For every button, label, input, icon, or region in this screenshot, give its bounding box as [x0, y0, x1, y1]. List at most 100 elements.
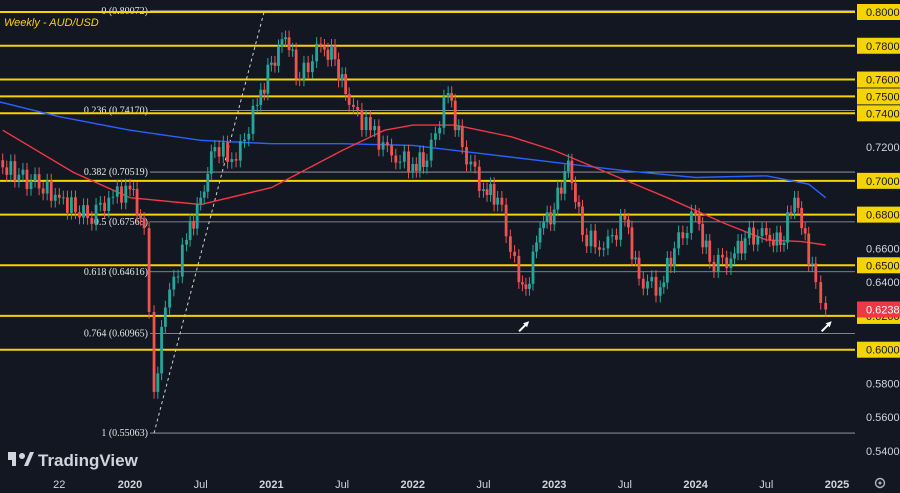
candle-body: [725, 257, 729, 269]
candle-body: [563, 171, 567, 194]
candle-body: [800, 207, 804, 229]
candle-body: [641, 278, 645, 289]
candle-body: [465, 147, 468, 165]
candle-body: [277, 46, 280, 66]
candle-body: [556, 187, 560, 210]
candle-body: [593, 230, 597, 248]
candle-body: [284, 37, 287, 40]
candle-body: [694, 211, 697, 215]
candle-body: [160, 326, 163, 374]
candle-body: [634, 257, 637, 260]
candle-body: [107, 197, 111, 212]
candle-body: [716, 254, 720, 272]
candle-body: [782, 242, 786, 246]
fib-level-label: 0.764 (0.60965): [84, 328, 148, 339]
candle-body: [347, 94, 351, 105]
candle-body: [496, 197, 500, 205]
candle-body: [752, 227, 755, 245]
markers: [518, 321, 832, 333]
fib-level-label: 0.236 (0.74170): [84, 105, 148, 116]
candle-body: [209, 151, 213, 174]
candle-body: [650, 276, 654, 282]
candle-body: [585, 234, 589, 247]
candle-body: [434, 133, 437, 140]
time-tick-label: 2020: [118, 479, 142, 491]
candle-body: [414, 163, 418, 171]
fib-level-label: 0.618 (0.64616): [84, 267, 148, 278]
candle-body: [513, 251, 517, 256]
candle-body: [259, 89, 263, 105]
candle-body: [139, 215, 143, 219]
candle-body: [37, 174, 41, 189]
candle-body: [156, 373, 160, 392]
fib-level-label: 1 (0.55063): [101, 428, 148, 439]
candle-body: [221, 142, 225, 157]
candle-body: [775, 232, 779, 246]
candle-body: [469, 161, 473, 165]
candle-body: [566, 160, 570, 172]
candle-body: [17, 174, 21, 181]
candle-body: [234, 159, 238, 161]
candle-body: [188, 220, 192, 240]
candle-body: [61, 197, 65, 199]
candle-body: [689, 211, 693, 233]
tradingview-logo[interactable]: TradingView: [8, 451, 139, 470]
candle-body: [381, 142, 385, 150]
candle-body: [192, 220, 196, 229]
settings-gear-icon[interactable]: [874, 477, 886, 489]
candle-body: [176, 276, 180, 278]
candle-body: [598, 247, 601, 250]
horizontal-levels: [0, 11, 855, 351]
candle-body: [610, 235, 614, 237]
candle-body: [168, 289, 171, 308]
candle-body: [654, 276, 658, 296]
candle-body: [115, 186, 119, 197]
current-price-label: 0.62380: [866, 305, 900, 317]
candle-body: [70, 197, 73, 213]
price-tick-highlight: [857, 257, 900, 274]
candle-body: [606, 236, 610, 249]
candle-body: [814, 263, 818, 283]
candle-body: [340, 74, 344, 81]
candle-body: [681, 232, 685, 239]
candle-body: [473, 161, 477, 167]
candle-body: [552, 209, 556, 225]
candle-body: [45, 180, 49, 194]
candle-body: [442, 96, 446, 128]
candle-body: [570, 160, 574, 184]
candle-body: [287, 37, 291, 51]
candle-body: [195, 203, 199, 229]
candle-body: [615, 235, 618, 240]
candle-body: [574, 183, 577, 202]
candle-body: [132, 188, 135, 190]
tradingview-logo-text: TradingView: [38, 451, 139, 470]
candle-body: [344, 74, 348, 95]
candle-body: [549, 212, 553, 225]
candle-body: [33, 174, 37, 181]
candle-body: [337, 59, 340, 81]
candle-body: [450, 93, 454, 101]
candle-body: [637, 257, 641, 279]
candle-body: [407, 151, 410, 172]
candle-body: [422, 152, 425, 167]
candle-body: [41, 188, 45, 194]
time-axis: eb222020Jul2021Jul2022Jul2023Jul2024Jul2…: [53, 479, 849, 491]
candle-body: [669, 257, 673, 267]
time-tick-label: Jul: [194, 479, 208, 491]
candle-body: [768, 234, 772, 241]
candle-body: [152, 311, 156, 392]
candle-body: [373, 126, 377, 131]
candle-body: [721, 254, 724, 258]
candle-body: [528, 283, 531, 289]
candle-body: [163, 307, 167, 327]
candle-body: [485, 189, 489, 196]
arrow-marker-head: [523, 321, 530, 328]
candle-body: [217, 147, 221, 157]
